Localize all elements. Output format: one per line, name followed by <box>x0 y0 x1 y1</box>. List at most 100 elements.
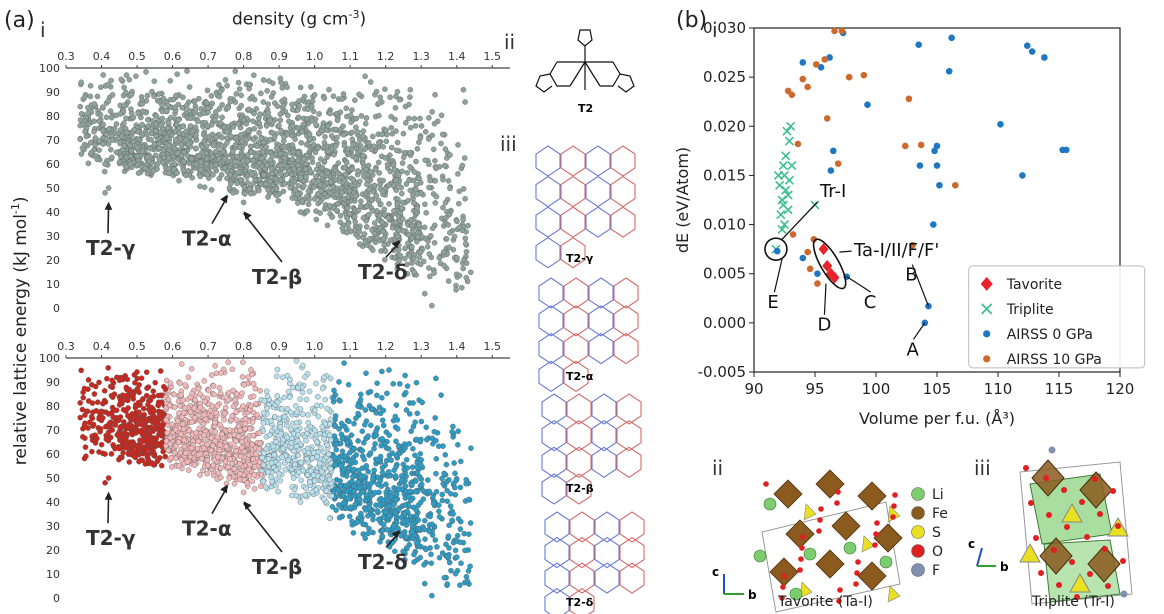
data-point <box>389 144 395 151</box>
data-point <box>349 136 356 142</box>
structure-bond <box>585 175 611 208</box>
data-point <box>327 465 334 472</box>
data-point <box>212 429 219 435</box>
data-point <box>313 216 320 223</box>
data-point <box>343 105 349 112</box>
o-atom <box>1051 547 1057 553</box>
data-point <box>428 560 435 566</box>
data-point <box>438 140 444 147</box>
data-point <box>139 101 146 107</box>
data-point <box>288 409 294 416</box>
data-point <box>358 391 364 398</box>
data-point <box>199 144 206 150</box>
data-point <box>463 248 470 255</box>
data-point <box>151 141 158 148</box>
data-point <box>406 177 412 184</box>
annotation-arrowhead <box>220 194 228 204</box>
data-point <box>403 456 410 463</box>
a-bot-axes: 0.3 0.4 0.5 0.6 0.7 0.8 0.9 1.0 1.1 1.2 1.3 1.4 1.50… <box>39 340 510 605</box>
element-legend-label: S <box>932 525 941 541</box>
data-point <box>304 115 310 122</box>
letter-leader <box>846 276 872 293</box>
data-point <box>417 249 424 256</box>
data-point <box>280 374 286 380</box>
data-point <box>901 142 909 150</box>
data-point <box>337 398 343 404</box>
data-point <box>386 512 393 519</box>
data-point <box>264 162 270 169</box>
data-point <box>423 546 429 553</box>
data-point <box>351 420 357 427</box>
data-point <box>455 428 461 434</box>
o-atom <box>779 595 785 601</box>
data-point <box>97 112 104 118</box>
data-point <box>441 574 448 581</box>
data-point <box>204 457 211 464</box>
data-point <box>264 405 270 412</box>
data-point <box>315 394 321 400</box>
data-point <box>400 548 406 555</box>
data-point <box>457 582 463 588</box>
data-point <box>123 89 129 96</box>
data-point <box>268 166 275 172</box>
structure-bond <box>591 446 617 478</box>
data-point <box>274 399 281 406</box>
data-point <box>235 169 241 176</box>
data-point <box>218 465 224 471</box>
data-point <box>271 452 278 458</box>
structure-bond <box>569 588 595 614</box>
data-point <box>193 145 199 152</box>
data-point <box>368 422 374 429</box>
data-point <box>225 464 231 470</box>
data-point <box>133 409 139 416</box>
data-point <box>399 160 406 166</box>
data-point <box>463 476 469 483</box>
data-point <box>381 522 387 528</box>
data-point <box>92 142 98 148</box>
data-point <box>335 160 342 166</box>
data-point <box>402 483 409 489</box>
data-point <box>253 153 260 160</box>
data-point <box>380 177 386 184</box>
data-point <box>126 387 133 393</box>
data-point <box>230 403 237 410</box>
data-point <box>379 219 385 225</box>
data-point <box>174 150 181 156</box>
data-point <box>414 469 421 476</box>
data-point <box>350 530 357 536</box>
data-point <box>204 105 211 111</box>
y-tick-label: 60 <box>46 448 60 461</box>
data-point <box>264 393 271 399</box>
data-point <box>286 118 292 125</box>
data-point <box>441 162 448 169</box>
data-point <box>130 392 136 398</box>
data-point <box>390 381 396 387</box>
x-tick-label: 1.2 <box>377 340 395 353</box>
data-point <box>375 197 382 204</box>
data-point <box>325 123 331 129</box>
data-point <box>460 216 466 223</box>
data-point <box>263 123 270 129</box>
o-atom <box>1087 571 1093 577</box>
triplite-caption: Triplite (Tr-I) <box>1032 594 1115 610</box>
o-atom <box>1102 546 1108 552</box>
data-point <box>147 146 154 152</box>
data-point <box>211 391 217 398</box>
data-point <box>300 121 307 128</box>
data-point <box>167 380 174 386</box>
panel-b-sub-ii: ii <box>712 456 724 480</box>
data-point <box>340 123 346 129</box>
panel-a-bottom-plot: 0.3 0.4 0.5 0.6 0.7 0.8 0.9 1.0 1.1 1.2 1.3 1.4 1.50… <box>39 340 510 605</box>
data-point <box>277 117 284 123</box>
data-point <box>117 431 123 438</box>
data-point <box>418 457 424 463</box>
data-point <box>106 126 112 132</box>
structure-bond <box>538 277 564 309</box>
data-point <box>89 382 95 388</box>
data-point <box>366 236 373 242</box>
data-point <box>332 454 338 461</box>
data-point <box>448 567 454 574</box>
data-point <box>143 69 149 75</box>
data-point <box>364 181 370 188</box>
data-point <box>324 442 330 448</box>
